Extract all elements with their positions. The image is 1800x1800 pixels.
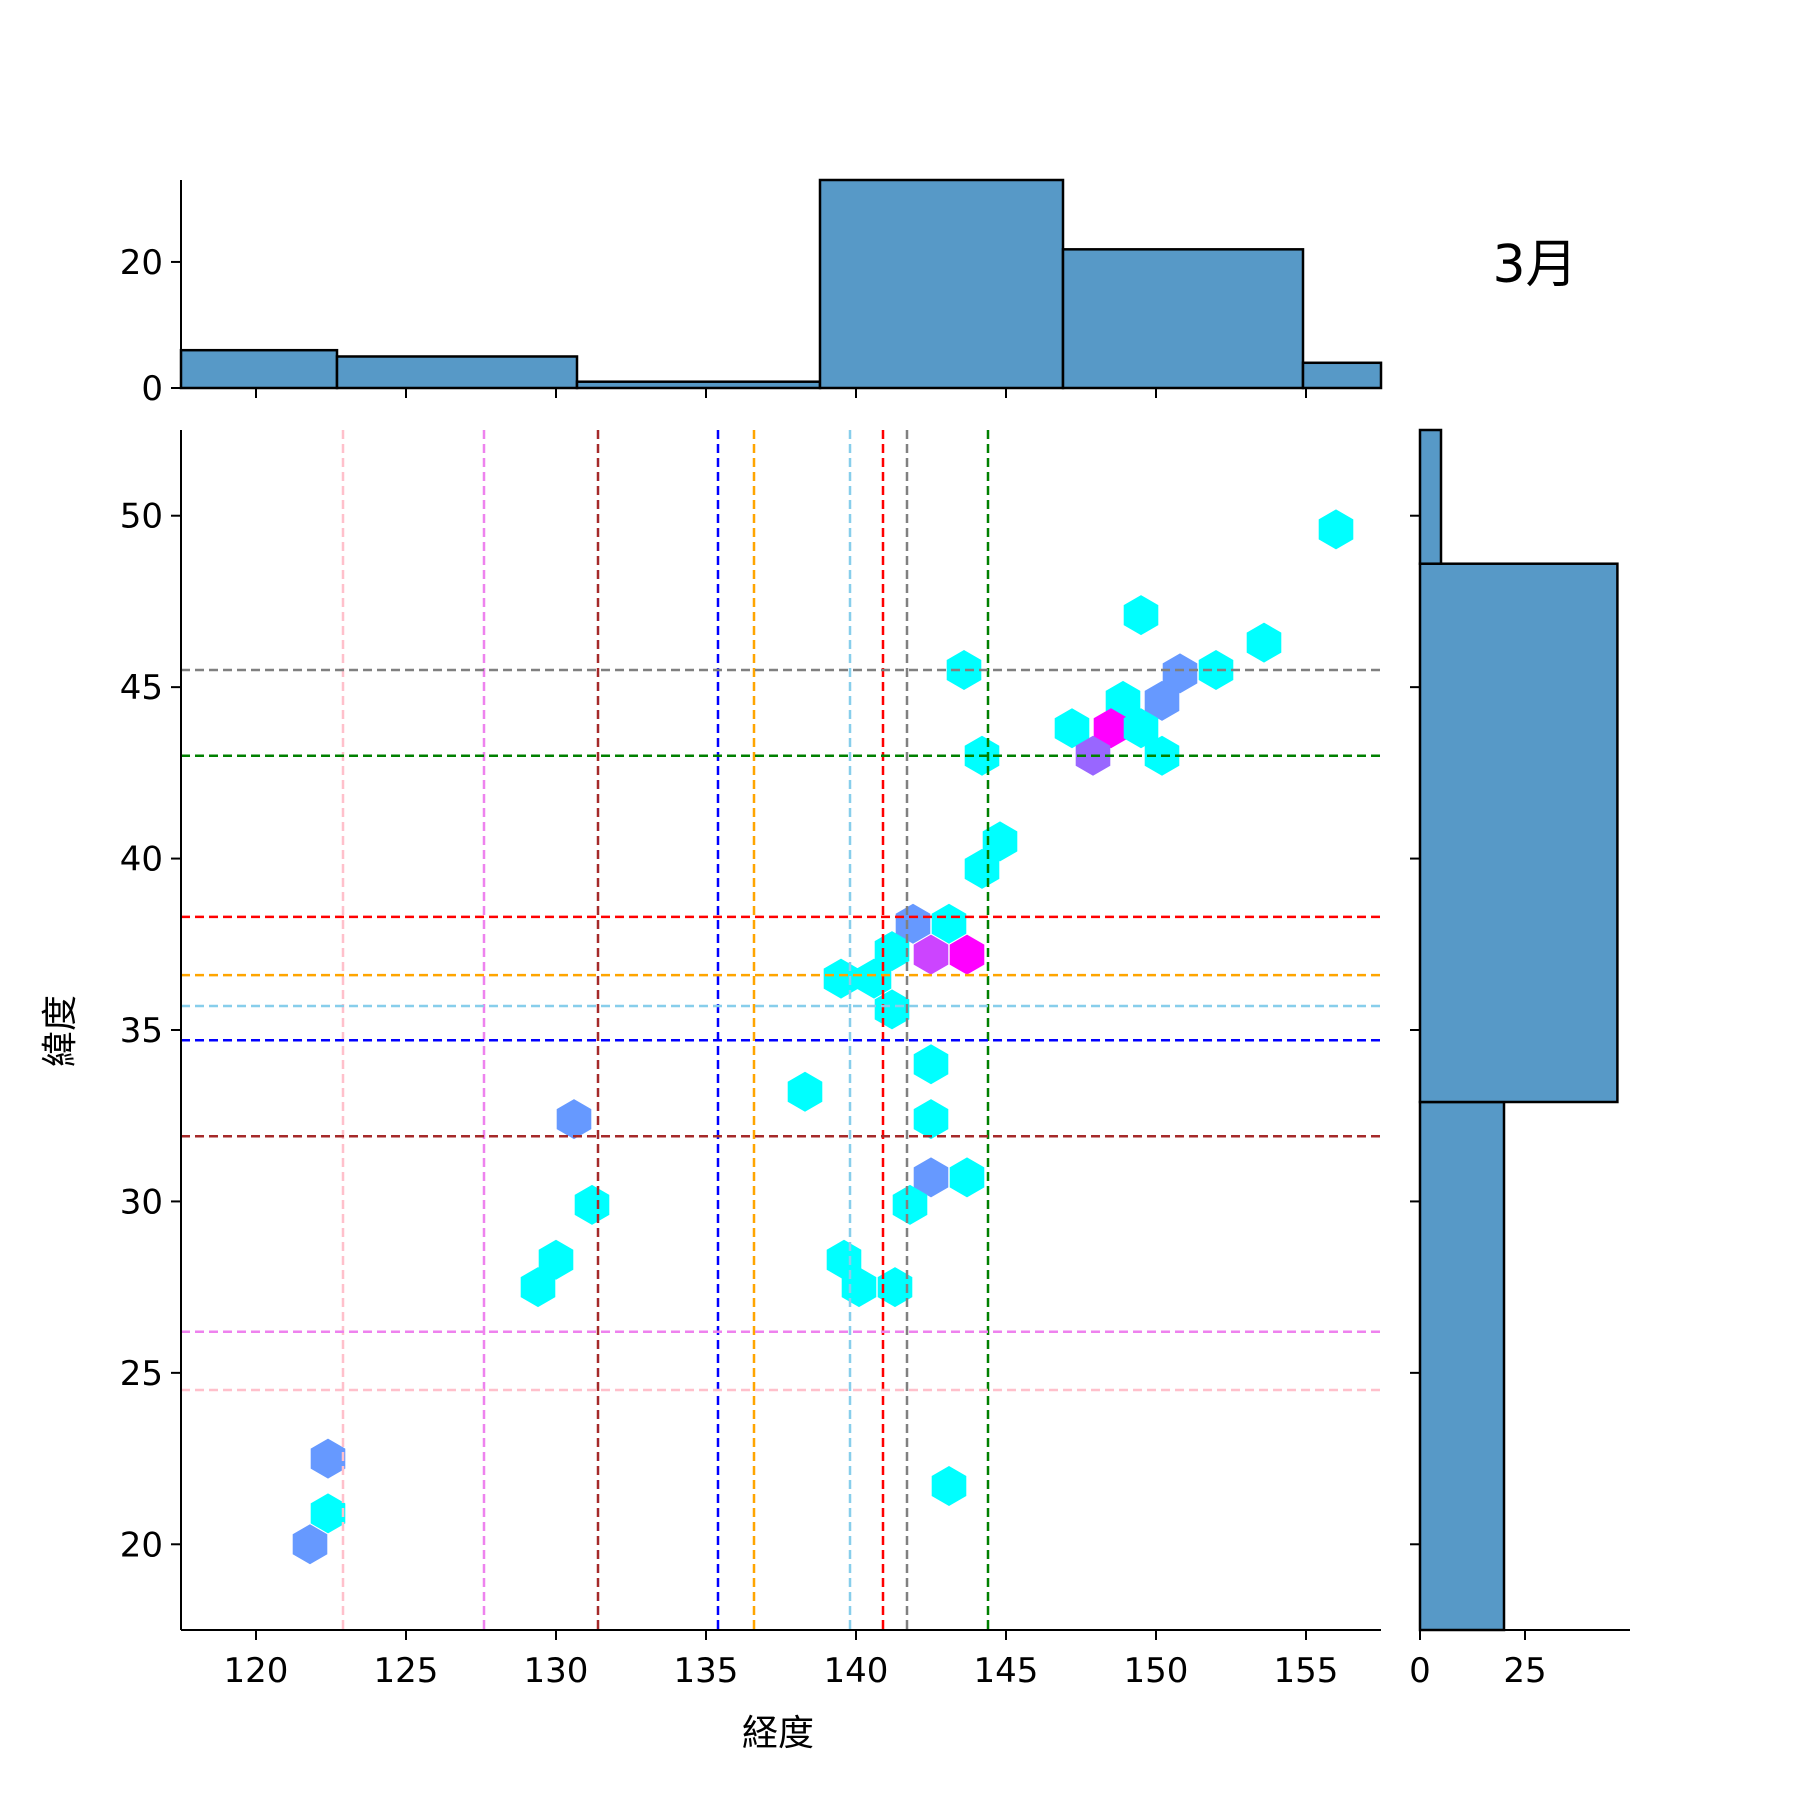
hexbin (1123, 595, 1159, 636)
hexbin-layer (292, 509, 1354, 1565)
hexbin (1093, 708, 1129, 749)
histogram-bar (818, 178, 1065, 390)
x-tick-label: 130 (524, 1651, 589, 1691)
y-tick-label: 25 (120, 1354, 163, 1394)
hexbin (1246, 622, 1282, 663)
hexbin (982, 821, 1018, 862)
histogram-bar (179, 348, 339, 390)
histogram-bar (1301, 361, 1383, 390)
hexbin (574, 1184, 610, 1225)
hexbin (874, 989, 910, 1030)
hexbin (913, 1044, 949, 1085)
hexbin (310, 1493, 346, 1534)
hexbin (292, 1524, 328, 1565)
x-axis-label: 経度 (742, 1713, 814, 1754)
hexbin (946, 650, 982, 690)
hexbin (949, 934, 985, 975)
y-tick-label: 45 (120, 668, 163, 708)
histogram-bar (1061, 248, 1305, 390)
hexbin (1054, 708, 1090, 749)
reference-lines (181, 430, 1381, 1630)
top-histogram (179, 178, 1383, 390)
hexbin (964, 848, 1000, 889)
hexbin (520, 1267, 556, 1308)
histogram-bar (1418, 1100, 1506, 1632)
hexbin (310, 1438, 346, 1479)
hexbin (1198, 650, 1234, 690)
x-tick-label: 135 (674, 1651, 739, 1691)
histogram-bar (335, 355, 579, 390)
hexbin (787, 1071, 823, 1112)
hexbin (913, 1099, 949, 1140)
x-tick-label: 150 (1124, 1651, 1189, 1691)
hexbin (823, 958, 859, 999)
hexbin (892, 1184, 928, 1225)
hexbin (895, 903, 931, 944)
y-tick-label: 50 (120, 497, 163, 537)
hexbin (1123, 708, 1159, 749)
hexbin (1318, 509, 1354, 550)
main-plot (181, 430, 1381, 1630)
right-histogram (1418, 428, 1619, 1632)
x-tick-label: 125 (374, 1651, 439, 1691)
hexbin (949, 1157, 985, 1198)
hexbin (931, 1466, 967, 1506)
y-tick-label: 40 (120, 840, 163, 880)
x-tick-label: 120 (224, 1651, 289, 1691)
hexbin (826, 1239, 862, 1280)
hexbin (877, 1267, 913, 1308)
right-hist-x-tick-label: 0 (1409, 1651, 1431, 1691)
hexbin (913, 1157, 949, 1198)
histogram-bar (1418, 428, 1443, 565)
x-tick-label: 155 (1274, 1651, 1339, 1691)
hexbin (931, 903, 967, 944)
y-axis-label: 緯度 (40, 995, 81, 1067)
axes: 120 125 130 135 140 145 150 155 20 25 30 35 40 45 50 0 2… (120, 180, 1630, 1691)
y-tick-label: 20 (120, 1525, 163, 1565)
top-hist-y-tick-label: 20 (120, 243, 163, 283)
hexbin (538, 1239, 574, 1280)
hexbin (556, 1099, 592, 1140)
chart-title: 3月 (1492, 235, 1577, 295)
y-tick-label: 30 (120, 1182, 163, 1222)
top-hist-y-tick-label: 0 (141, 369, 163, 409)
hexbin (1162, 653, 1198, 694)
hexbin (913, 934, 949, 975)
hexbin (1144, 680, 1180, 721)
x-tick-label: 140 (824, 1651, 889, 1691)
right-hist-x-tick-label: 25 (1503, 1651, 1546, 1691)
histogram-bar (1418, 562, 1619, 1104)
y-tick-label: 35 (120, 1011, 163, 1051)
x-tick-label: 145 (974, 1651, 1039, 1691)
